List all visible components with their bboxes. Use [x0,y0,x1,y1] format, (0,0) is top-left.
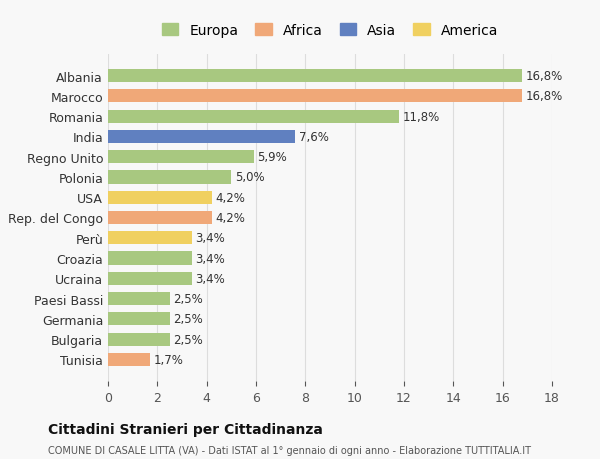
Text: 4,2%: 4,2% [215,191,245,204]
Bar [108,171,232,184]
Text: 3,4%: 3,4% [196,252,226,265]
Text: 7,6%: 7,6% [299,131,329,144]
Text: 11,8%: 11,8% [403,111,440,123]
Bar [108,130,295,144]
Text: 4,2%: 4,2% [215,212,245,224]
Text: 5,0%: 5,0% [235,171,265,184]
Legend: Europa, Africa, Asia, America: Europa, Africa, Asia, America [158,20,502,42]
Text: 3,4%: 3,4% [196,272,226,285]
Text: 2,5%: 2,5% [173,333,203,346]
Text: 16,8%: 16,8% [526,90,563,103]
Bar [108,272,192,285]
Bar [108,191,212,204]
Bar [108,151,254,164]
Bar [108,110,399,123]
Text: 5,9%: 5,9% [257,151,287,164]
Bar [108,212,212,224]
Text: COMUNE DI CASALE LITTA (VA) - Dati ISTAT al 1° gennaio di ogni anno - Elaborazio: COMUNE DI CASALE LITTA (VA) - Dati ISTAT… [48,445,531,455]
Text: 16,8%: 16,8% [526,70,563,83]
Bar [108,70,523,83]
Text: Cittadini Stranieri per Cittadinanza: Cittadini Stranieri per Cittadinanza [48,422,323,436]
Bar [108,252,192,265]
Bar [108,353,150,366]
Bar [108,292,170,306]
Bar [108,232,192,245]
Bar [108,90,523,103]
Text: 2,5%: 2,5% [173,292,203,305]
Bar [108,333,170,346]
Bar [108,313,170,326]
Text: 2,5%: 2,5% [173,313,203,325]
Text: 1,7%: 1,7% [154,353,184,366]
Text: 3,4%: 3,4% [196,232,226,245]
